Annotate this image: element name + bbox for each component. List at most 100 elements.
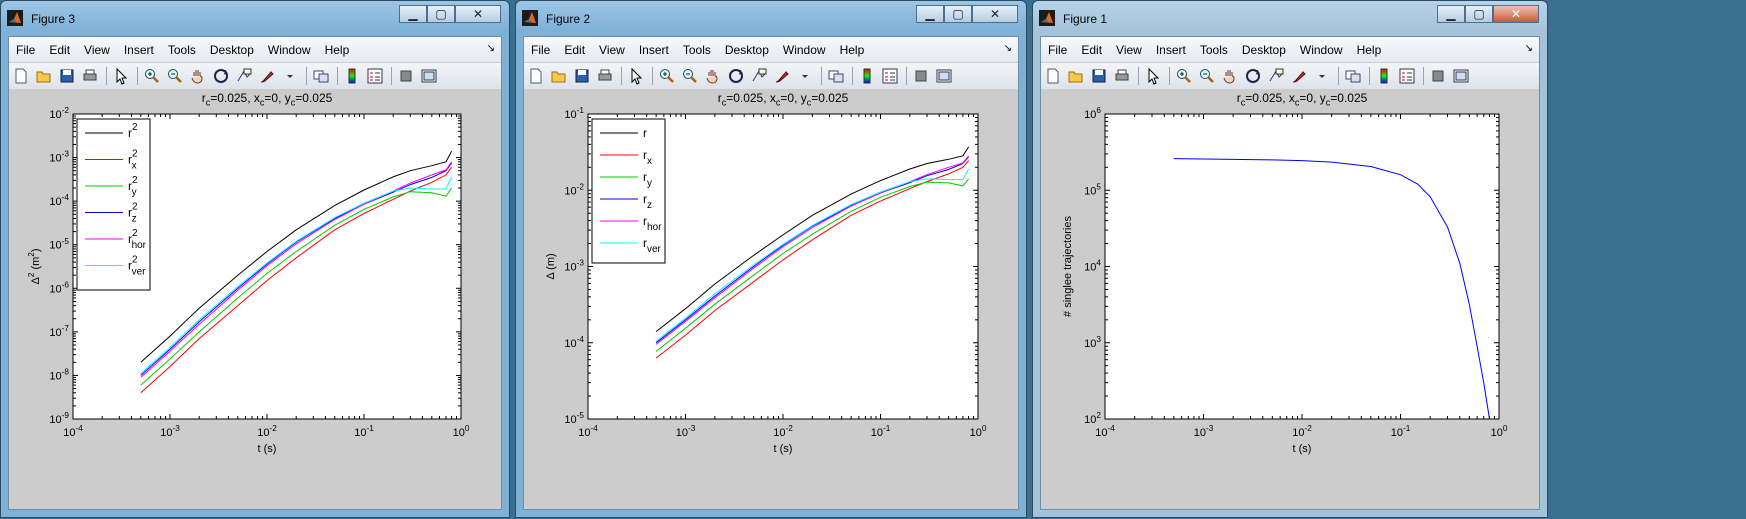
print-icon[interactable] [81,67,99,85]
dock-arrow-icon[interactable]: ↘ [1003,43,1012,54]
zoom-in-icon[interactable] [658,67,676,85]
close-button[interactable]: ✕ [1493,5,1539,23]
brush-icon[interactable] [773,67,791,85]
new-file-icon[interactable] [1044,67,1062,85]
open-folder-icon[interactable] [35,67,53,85]
menu-insert[interactable]: Insert [638,42,669,57]
open-folder-icon[interactable] [550,67,568,85]
show-plot-tools-icon[interactable] [1452,67,1470,85]
show-plot-tools-icon[interactable] [420,67,438,85]
hide-plot-tools-icon[interactable] [912,67,930,85]
menu-file[interactable]: File [531,42,551,57]
menu-file[interactable]: File [16,42,36,57]
save-icon[interactable] [573,67,591,85]
zoom-out-icon[interactable] [166,67,184,85]
figure-window-fig1[interactable]: Figure 1 ▁ ▢ ✕ File Edit View Insert Tools Deskto… [1032,0,1548,518]
zoom-out-icon[interactable] [681,67,699,85]
brush-menu-icon[interactable] [796,67,814,85]
dock-arrow-icon[interactable]: ↘ [486,43,495,54]
title-bar[interactable]: Figure 1 ▁ ▢ ✕ [1033,1,1547,31]
legend-label: r2 y [128,175,138,198]
maximize-button[interactable]: ▢ [944,5,972,23]
close-button[interactable]: ✕ [972,5,1018,23]
legend-icon[interactable] [881,67,899,85]
brush-menu-icon[interactable] [281,67,299,85]
menu-edit[interactable]: Edit [49,42,71,57]
data-cursor-icon[interactable] [235,67,253,85]
menu-insert[interactable]: Insert [123,42,154,57]
rotate-3d-icon[interactable] [727,67,745,85]
link-plot-icon[interactable] [312,67,330,85]
link-plot-icon[interactable] [1344,67,1362,85]
menu-help[interactable]: Help [324,42,350,57]
data-cursor-icon[interactable] [1267,67,1285,85]
print-icon[interactable] [596,67,614,85]
open-folder-icon[interactable] [1067,67,1085,85]
menu-view[interactable]: View [599,42,625,57]
save-icon[interactable] [1090,67,1108,85]
brush-icon[interactable] [258,67,276,85]
pointer-icon[interactable] [627,67,645,85]
pan-hand-icon[interactable] [189,67,207,85]
toolbar-separator [337,67,338,85]
menu-desktop[interactable]: Desktop [724,42,769,57]
legend-icon[interactable] [1398,67,1416,85]
rotate-3d-icon[interactable] [1244,67,1262,85]
rotate-3d-icon[interactable] [212,67,230,85]
menu-view[interactable]: View [84,42,110,57]
title-bar[interactable]: Figure 2 ▁ ▢ ✕ [516,1,1026,31]
new-file-icon[interactable] [527,67,545,85]
legend-icon[interactable] [366,67,384,85]
menu-edit[interactable]: Edit [564,42,586,57]
menu-help[interactable]: Help [1356,42,1382,57]
save-icon[interactable] [58,67,76,85]
minimize-button[interactable]: ▁ [399,5,427,23]
figure-window-fig3[interactable]: Figure 3 ▁ ▢ ✕ File Edit View Insert Tools Deskto… [0,0,510,518]
minimize-button[interactable]: ▁ [916,5,944,23]
menu-tools[interactable]: Tools [682,42,711,57]
menu-file[interactable]: File [1048,42,1068,57]
print-icon[interactable] [1113,67,1131,85]
hide-plot-tools-icon[interactable] [1429,67,1447,85]
menu-desktop[interactable]: Desktop [209,42,254,57]
title-bar[interactable]: Figure 3 ▁ ▢ ✕ [1,1,509,31]
dock-arrow-icon[interactable]: ↘ [1524,43,1533,54]
colorbar-icon[interactable] [1375,67,1393,85]
colorbar-icon[interactable] [858,67,876,85]
menu-view[interactable]: View [1116,42,1142,57]
maximize-button[interactable]: ▢ [427,5,455,23]
pan-hand-icon[interactable] [704,67,722,85]
menu-insert[interactable]: Insert [1155,42,1186,57]
zoom-in-icon[interactable] [143,67,161,85]
pointer-icon[interactable] [1144,67,1162,85]
minimize-button[interactable]: ▁ [1437,5,1465,23]
colorbar-icon[interactable] [343,67,361,85]
menu-edit[interactable]: Edit [1081,42,1103,57]
brush-menu-icon[interactable] [1313,67,1331,85]
brush-icon[interactable] [1290,67,1308,85]
legend[interactable]: r2 r2 x r2 y r2 z r2 hor r2 ver [76,118,151,291]
figure-window-fig2[interactable]: Figure 2 ▁ ▢ ✕ File Edit View Insert Tools Deskto… [515,0,1027,518]
zoom-in-icon[interactable] [1175,67,1193,85]
y-tick-label: 102 [1084,411,1101,426]
menu-help[interactable]: Help [839,42,865,57]
menu-tools[interactable]: Tools [1199,42,1228,57]
menu-window[interactable]: Window [1299,42,1343,57]
axes-box[interactable] [1104,113,1500,420]
y-tick-label: 10-2 [49,106,69,121]
pointer-icon[interactable] [112,67,130,85]
menu-desktop[interactable]: Desktop [1241,42,1286,57]
menu-window[interactable]: Window [782,42,826,57]
new-file-icon[interactable] [12,67,30,85]
maximize-button[interactable]: ▢ [1465,5,1493,23]
legend[interactable]: r rx ry rz rhor rver [591,118,666,264]
hide-plot-tools-icon[interactable] [397,67,415,85]
pan-hand-icon[interactable] [1221,67,1239,85]
link-plot-icon[interactable] [827,67,845,85]
menu-tools[interactable]: Tools [167,42,196,57]
data-cursor-icon[interactable] [750,67,768,85]
menu-window[interactable]: Window [267,42,311,57]
zoom-out-icon[interactable] [1198,67,1216,85]
show-plot-tools-icon[interactable] [935,67,953,85]
close-button[interactable]: ✕ [455,5,501,23]
